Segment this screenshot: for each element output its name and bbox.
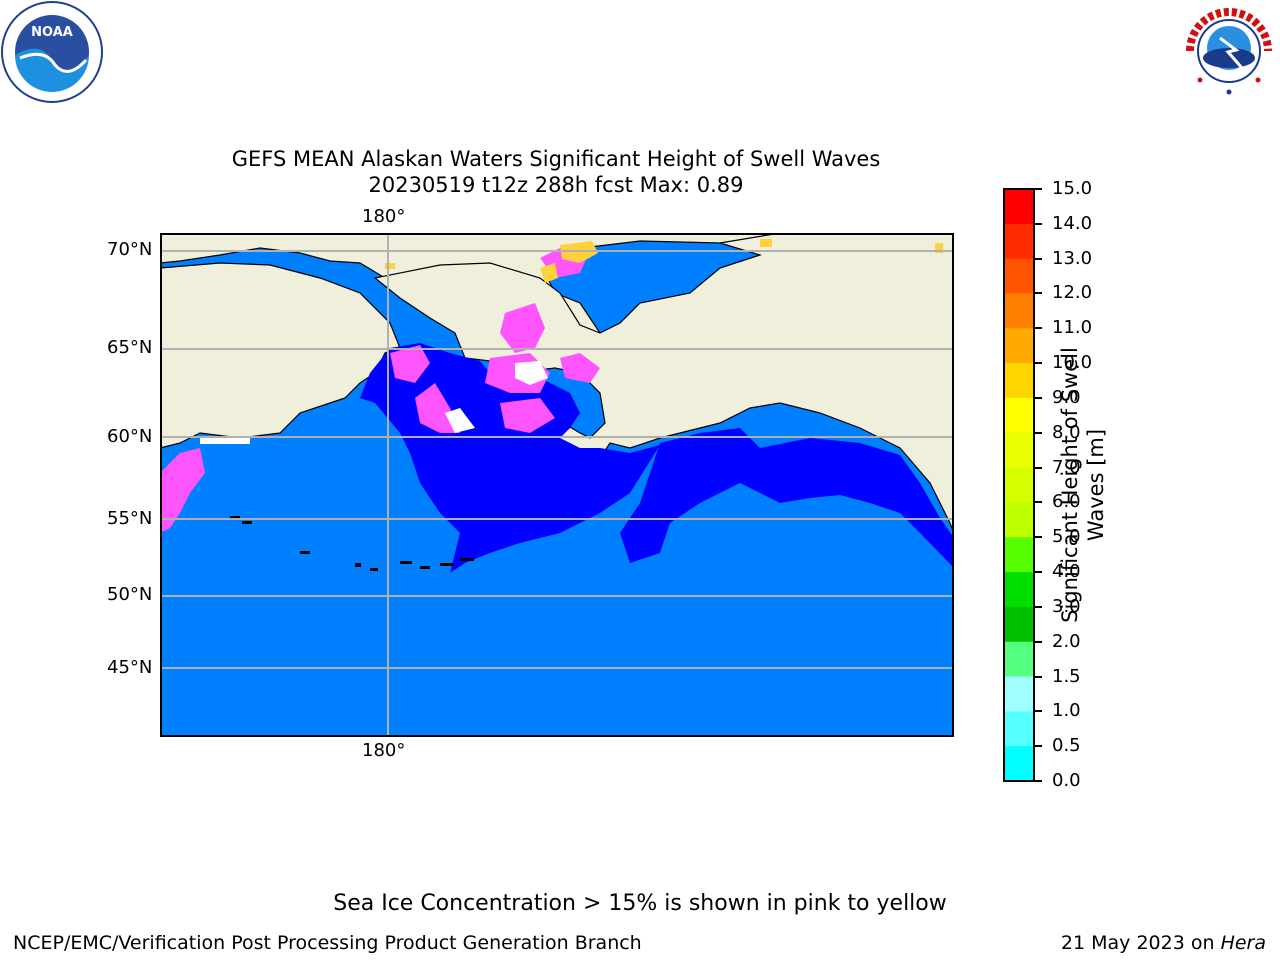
colorbar-segment: [1004, 676, 1034, 712]
lat-label-65: 65°N: [107, 337, 153, 358]
colorbar-segment: [1004, 502, 1034, 538]
footer-right: 21 May 2023 on Hera: [1060, 932, 1266, 954]
colorbar-tick-label: 12.0: [1052, 282, 1093, 304]
colorbar-tick-mark: [1035, 745, 1042, 748]
noaa-logo: NOAA: [1, 1, 103, 103]
colorbar-tick-label: 1.5: [1052, 665, 1081, 687]
nws-logo: [1182, 4, 1276, 98]
colorbar-tick-label: 0.0: [1052, 770, 1081, 791]
colorbar-tick-label: 6.0: [1052, 491, 1081, 513]
colorbar-tick-label: 9.0: [1052, 386, 1081, 408]
colorbar-tick-mark: [1035, 222, 1042, 225]
land-chukotka: [160, 262, 401, 449]
colorbar-segment: [1004, 711, 1034, 747]
colorbar-tick-label: 3.0: [1052, 595, 1081, 617]
footer-left: NCEP/EMC/Verification Post Processing Pr…: [13, 932, 642, 954]
lon-label-bottom: 180°: [362, 740, 406, 761]
colorbar-tick-mark: [1035, 396, 1042, 399]
colorbar-tick-label: 2.0: [1052, 630, 1081, 652]
colorbar-segment: [1004, 223, 1034, 260]
lat-label-45: 45°N: [107, 657, 153, 678]
chart-subtitle: 20230519 t12z 288h fcst Max: 0.89: [368, 173, 744, 197]
colorbar-segment: [1004, 641, 1034, 678]
colorbar-tick-mark: [1035, 466, 1042, 469]
colorbar-tick-label: 14.0: [1052, 212, 1093, 234]
colorbar-tick-label: 10.0: [1052, 352, 1093, 374]
no-data-strip: [200, 436, 250, 444]
colorbar-segment: [1004, 467, 1034, 503]
colorbar-segment: [1004, 432, 1034, 469]
aleutian-islands: [230, 516, 474, 571]
colorbar-frame: [1003, 188, 1035, 782]
colorbar-tick-label: 13.0: [1052, 247, 1093, 269]
colorbar-tick-mark: [1035, 571, 1042, 574]
lat-label-60: 60°N: [107, 426, 153, 447]
colorbar-tick-mark: [1035, 780, 1042, 782]
colorbar-tick-mark: [1035, 257, 1042, 260]
colorbar-tick-label: 4.0: [1052, 561, 1081, 583]
colorbar-segment: [1004, 397, 1034, 434]
colorbar-segment: [1004, 746, 1034, 782]
colorbar-tick-mark: [1035, 501, 1042, 504]
colorbar-segment: [1004, 189, 1034, 225]
colorbar-tick-label: 15.0: [1052, 178, 1093, 199]
colorbar-segment: [1004, 572, 1034, 608]
sea-ice-note: Sea Ice Concentration > 15% is shown in …: [333, 891, 947, 916]
colorbar-tick-mark: [1035, 605, 1042, 608]
colorbar-tick-mark: [1035, 536, 1042, 539]
colorbar-segment: [1004, 606, 1034, 643]
sea-ice-white: [445, 361, 548, 433]
colorbar-tick-mark: [1035, 675, 1042, 678]
svg-text:NOAA: NOAA: [31, 25, 73, 40]
lat-label-70: 70°N: [107, 239, 153, 260]
ocean-low-coast: [620, 428, 760, 563]
colorbar-tick-mark: [1035, 431, 1042, 434]
swell-height-map: [160, 233, 954, 737]
colorbar-tick-label: 7.0: [1052, 456, 1081, 478]
colorbar-segment: [1004, 258, 1034, 294]
colorbar-tick-label: 8.0: [1052, 421, 1081, 443]
colorbar-segment: [1004, 363, 1034, 399]
chart-title: GEFS MEAN Alaskan Waters Significant Hei…: [231, 147, 881, 171]
colorbar-tick-mark: [1035, 640, 1042, 643]
lat-label-55: 55°N: [107, 508, 153, 529]
ocean-low-gulf: [740, 438, 954, 568]
colorbar-tick-mark: [1035, 292, 1042, 295]
colorbar-tick-label: 5.0: [1052, 526, 1081, 548]
colorbar-tick-label: 0.5: [1052, 735, 1081, 757]
colorbar-segment: [1004, 328, 1034, 364]
colorbar-segment: [1004, 537, 1034, 573]
colorbar-tick-mark: [1035, 188, 1042, 190]
colorbar-tick-label: 11.0: [1052, 317, 1093, 339]
graticule: [160, 233, 954, 737]
map-frame: [160, 233, 954, 737]
lon-label-top: 180°: [362, 206, 406, 227]
colorbar-segment: [1004, 293, 1034, 329]
colorbar-tick-label: 1.0: [1052, 700, 1081, 722]
colorbar: [1003, 188, 1035, 782]
lat-label-50: 50°N: [107, 584, 153, 605]
colorbar-tick-mark: [1035, 710, 1042, 713]
colorbar-label: Significant Height of Swell Waves [m]: [1058, 347, 1108, 623]
colorbar-tick-mark: [1035, 362, 1042, 365]
colorbar-tick-mark: [1035, 327, 1042, 330]
